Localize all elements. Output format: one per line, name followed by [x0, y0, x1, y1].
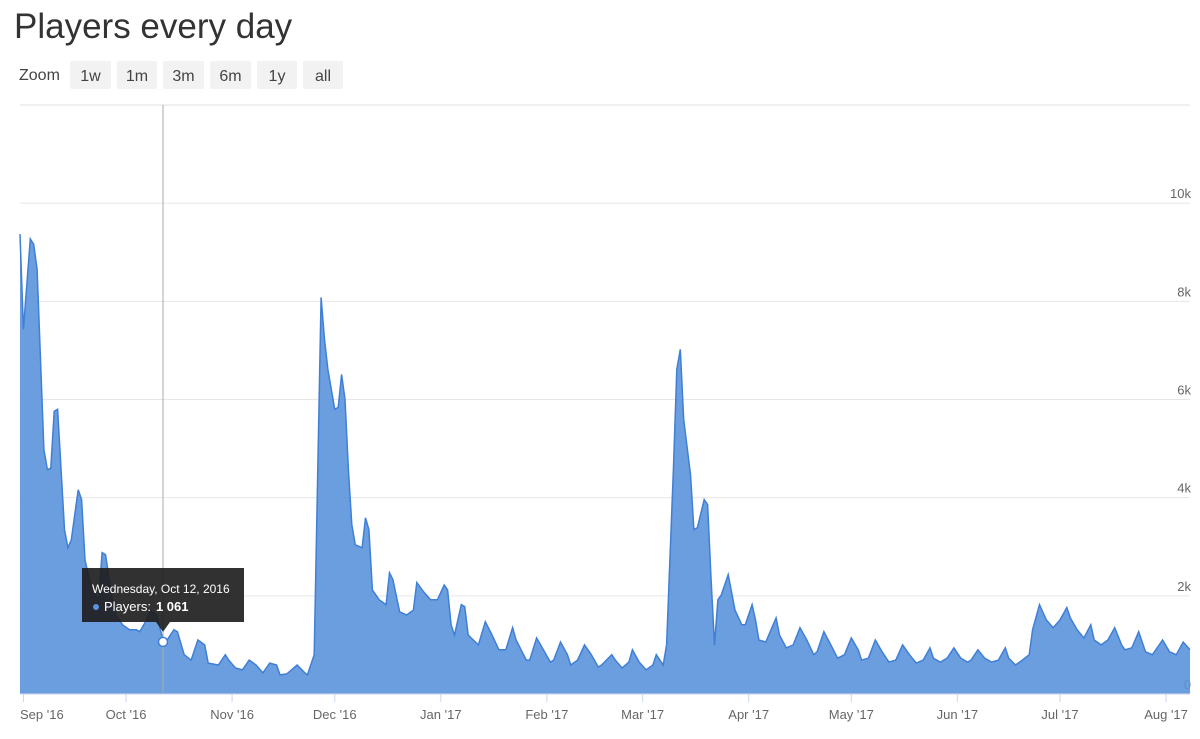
- zoom-button-label[interactable]: 1w: [80, 68, 101, 85]
- x-tick-label: Mar '17: [621, 707, 664, 722]
- hover-marker: [157, 636, 169, 648]
- zoom-button[interactable]: 3m: [163, 61, 204, 89]
- zoom-button[interactable]: 6m: [210, 61, 251, 89]
- x-tick-label: Jul '17: [1041, 707, 1078, 722]
- x-tick-label: Apr '17: [728, 707, 769, 722]
- area-line: [19, 234, 1191, 677]
- zoom-button-label[interactable]: all: [315, 68, 331, 85]
- tooltip-value: 1 061: [156, 599, 189, 614]
- x-tick-label: Aug '17: [1144, 707, 1188, 722]
- tooltip-date: Wednesday, Oct 12, 2016: [92, 582, 230, 596]
- y-tick-label: 4k: [1177, 481, 1191, 496]
- zoom-button-label[interactable]: 1m: [126, 68, 148, 85]
- x-tick-label: Jan '17: [420, 707, 462, 722]
- chart-title: Players every day: [14, 7, 293, 46]
- y-tick-label: 10k: [1170, 186, 1191, 201]
- zoom-button-label[interactable]: 1y: [269, 68, 286, 85]
- zoom-button-label[interactable]: 6m: [219, 68, 241, 85]
- zoom-button-label[interactable]: 3m: [172, 68, 194, 85]
- x-tick-label: Feb '17: [525, 707, 568, 722]
- area-fill: [20, 234, 1190, 694]
- tooltip-bullet: [93, 604, 99, 610]
- y-tick-label: 2k: [1177, 579, 1191, 594]
- tooltip-label: Players:: [104, 599, 151, 614]
- zoom-button-bg: [163, 61, 204, 89]
- zoom-button-bg: [210, 61, 251, 89]
- y-tick-label: 8k: [1177, 284, 1191, 299]
- x-tick-label: Nov '16: [210, 707, 254, 722]
- x-tick-label: Dec '16: [313, 707, 357, 722]
- zoom-label: Zoom: [19, 67, 60, 84]
- x-tick-label: Jun '17: [937, 707, 979, 722]
- zoom-button-bg: [70, 61, 111, 89]
- zoom-button[interactable]: 1m: [117, 61, 157, 89]
- zoom-button[interactable]: 1y: [257, 61, 297, 89]
- zoom-button-bg: [117, 61, 157, 89]
- x-tick-label: May '17: [829, 707, 874, 722]
- tooltip-box: [82, 568, 244, 632]
- y-tick-label: 6k: [1177, 383, 1191, 398]
- zoom-button-bg: [303, 61, 343, 89]
- zoom-button-bg: [257, 61, 297, 89]
- zoom-button[interactable]: all: [303, 61, 343, 89]
- zoom-button[interactable]: 1w: [70, 61, 111, 89]
- x-tick-label: Sep '16: [20, 707, 64, 722]
- x-tick-label: Oct '16: [106, 707, 147, 722]
